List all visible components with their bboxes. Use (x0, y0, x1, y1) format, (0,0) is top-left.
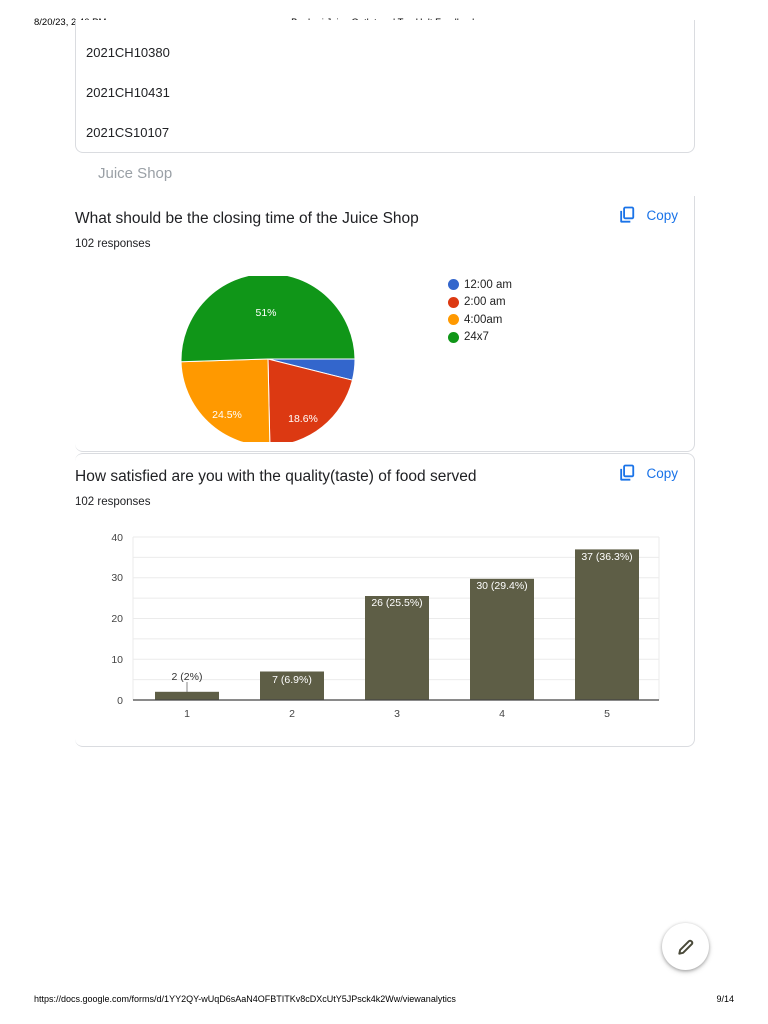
legend-dot-icon (448, 296, 459, 308)
y-axis-ticks: 0 10 20 30 40 (111, 532, 123, 707)
response-item: 2021CS10107 (86, 125, 170, 140)
page-url: https://docs.google.com/forms/d/1YY2QY-w… (34, 994, 456, 1004)
bar-chart: 0 10 20 30 40 2 (2%) 7 (6.9%) 26 (25.5%)… (75, 524, 695, 754)
question-title: How satisfied are you with the quality(t… (75, 468, 477, 485)
svg-text:40: 40 (111, 532, 123, 544)
slice-label: 18.6% (288, 413, 318, 425)
legend-label: 4:00am (464, 313, 503, 326)
svg-text:26 (25.5%): 26 (25.5%) (371, 597, 422, 609)
copy-label: Copy (646, 465, 678, 481)
response-count: 102 responses (75, 238, 151, 250)
question-title: What should be the closing time of the J… (75, 210, 419, 227)
copy-icon (620, 464, 635, 481)
bar-data-labels: 2 (2%) 7 (6.9%) 26 (25.5%) 30 (29.4%) 37… (172, 551, 633, 686)
question-card-closing-time: What should be the closing time of the J… (75, 196, 695, 452)
copy-icon (620, 206, 635, 223)
svg-text:0: 0 (117, 695, 123, 707)
x-axis-ticks: 1 2 3 4 5 (184, 708, 610, 720)
edit-fab-button[interactable] (662, 923, 709, 970)
page-number: 9/14 (716, 994, 734, 1004)
svg-text:37 (36.3%): 37 (36.3%) (581, 551, 632, 563)
legend-item-12am[interactable]: 12:00 am (448, 276, 512, 294)
svg-text:30 (29.4%): 30 (29.4%) (476, 580, 527, 592)
copy-chart-button[interactable]: Copy (617, 462, 678, 484)
svg-text:20: 20 (111, 613, 123, 625)
response-item: 2021CH10380 (86, 45, 170, 60)
svg-text:4: 4 (499, 708, 505, 720)
legend-item-4am[interactable]: 4:00am (448, 311, 512, 329)
legend-item-2am[interactable]: 2:00 am (448, 294, 512, 312)
pencil-icon (677, 939, 693, 955)
copy-label: Copy (646, 207, 678, 223)
slice-label: 51% (255, 307, 276, 319)
svg-text:7 (6.9%): 7 (6.9%) (272, 674, 312, 686)
bar-5[interactable] (575, 549, 639, 700)
bar-2[interactable] (260, 671, 324, 701)
slice-label: 24.5% (212, 409, 242, 421)
svg-text:1: 1 (184, 708, 190, 720)
pie-chart: 51% 24.5% 18.6% (180, 272, 356, 447)
bar-3[interactable] (365, 596, 429, 700)
response-count: 102 responses (75, 496, 151, 508)
bars (155, 549, 639, 700)
legend-dot-icon (448, 314, 459, 326)
svg-text:5: 5 (604, 708, 610, 720)
legend-dot-icon (448, 279, 459, 291)
bar-1[interactable] (155, 691, 219, 700)
legend-label: 2:00 am (464, 296, 506, 309)
short-answer-responses-card: 2021CH10380 2021CH10431 2021CS10107 (75, 20, 695, 153)
svg-text:2: 2 (289, 708, 295, 720)
legend-label: 12:00 am (464, 278, 512, 291)
legend-dot-icon (448, 331, 459, 343)
svg-text:2 (2%): 2 (2%) (172, 671, 203, 683)
bar-4[interactable] (470, 578, 534, 700)
pie-slice-4am[interactable] (180, 358, 271, 447)
print-datetime: 8/20/23, 2:46 PM (34, 17, 107, 28)
question-card-food-quality: How satisfied are you with the quality(t… (75, 453, 695, 747)
section-title: Juice Shop (98, 165, 173, 182)
svg-text:10: 10 (111, 654, 123, 666)
svg-text:3: 3 (394, 708, 400, 720)
svg-text:30: 30 (111, 572, 123, 584)
response-item: 2021CH10431 (86, 85, 170, 100)
copy-chart-button[interactable]: Copy (617, 204, 678, 226)
legend-item-24x7[interactable]: 24x7 (448, 329, 512, 347)
chart-legend: 12:00 am 2:00 am 4:00am 24x7 (448, 276, 512, 346)
legend-label: 24x7 (464, 331, 489, 344)
